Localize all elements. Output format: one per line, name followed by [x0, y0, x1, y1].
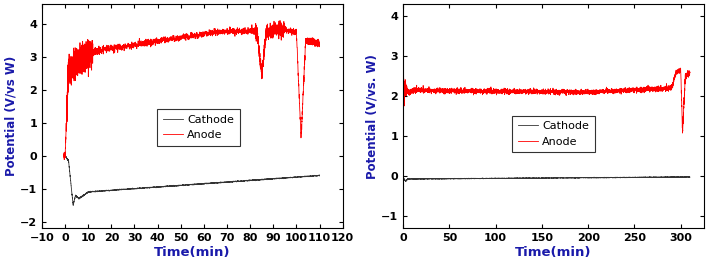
Cathode	[292, 176, 301, 179]
Legend: Cathode, Anode: Cathode, Anode	[513, 116, 595, 153]
Anode	[60, 158, 69, 161]
Anode	[276, 19, 285, 22]
Line: Anode: Anode	[403, 39, 690, 151]
Legend: Cathode, Anode: Cathode, Anode	[157, 109, 239, 146]
Cathode	[69, 204, 77, 207]
Cathode	[315, 173, 324, 176]
Cathode	[644, 176, 653, 179]
Anode	[242, 31, 251, 34]
Anode	[680, 88, 689, 91]
Anode	[505, 89, 513, 92]
Anode	[126, 46, 135, 49]
Cathode	[632, 176, 641, 179]
Y-axis label: Potential (V/vs W): Potential (V/vs W)	[4, 56, 17, 176]
Line: Anode: Anode	[64, 21, 319, 159]
Anode	[399, 150, 407, 153]
Cathode	[686, 176, 695, 179]
Anode	[507, 90, 515, 94]
Cathode	[658, 176, 667, 179]
Cathode	[401, 180, 410, 183]
Anode	[64, 78, 72, 81]
Line: Cathode: Cathode	[403, 176, 690, 181]
Cathode	[301, 175, 309, 178]
Cathode	[399, 175, 407, 178]
Anode	[523, 89, 532, 92]
Anode	[399, 38, 408, 41]
X-axis label: Time(min): Time(min)	[154, 246, 231, 259]
Cathode	[469, 177, 477, 180]
Cathode	[437, 177, 445, 180]
Anode	[686, 71, 695, 74]
Cathode	[60, 154, 69, 157]
Anode	[288, 29, 297, 33]
Anode	[315, 41, 324, 44]
Anode	[59, 151, 68, 155]
Cathode	[166, 184, 175, 187]
Anode	[608, 90, 617, 93]
Anode	[672, 71, 680, 74]
Y-axis label: Potential (V/vs. W): Potential (V/vs. W)	[365, 54, 378, 179]
Anode	[76, 53, 84, 57]
Anode	[91, 50, 99, 53]
Cathode	[559, 176, 568, 179]
Cathode	[59, 154, 68, 157]
Cathode	[399, 175, 407, 178]
Cathode	[222, 180, 231, 184]
X-axis label: Time(min): Time(min)	[515, 246, 592, 259]
Cathode	[235, 179, 244, 183]
Cathode	[229, 180, 238, 183]
Line: Cathode: Cathode	[64, 155, 319, 205]
Anode	[399, 149, 407, 152]
